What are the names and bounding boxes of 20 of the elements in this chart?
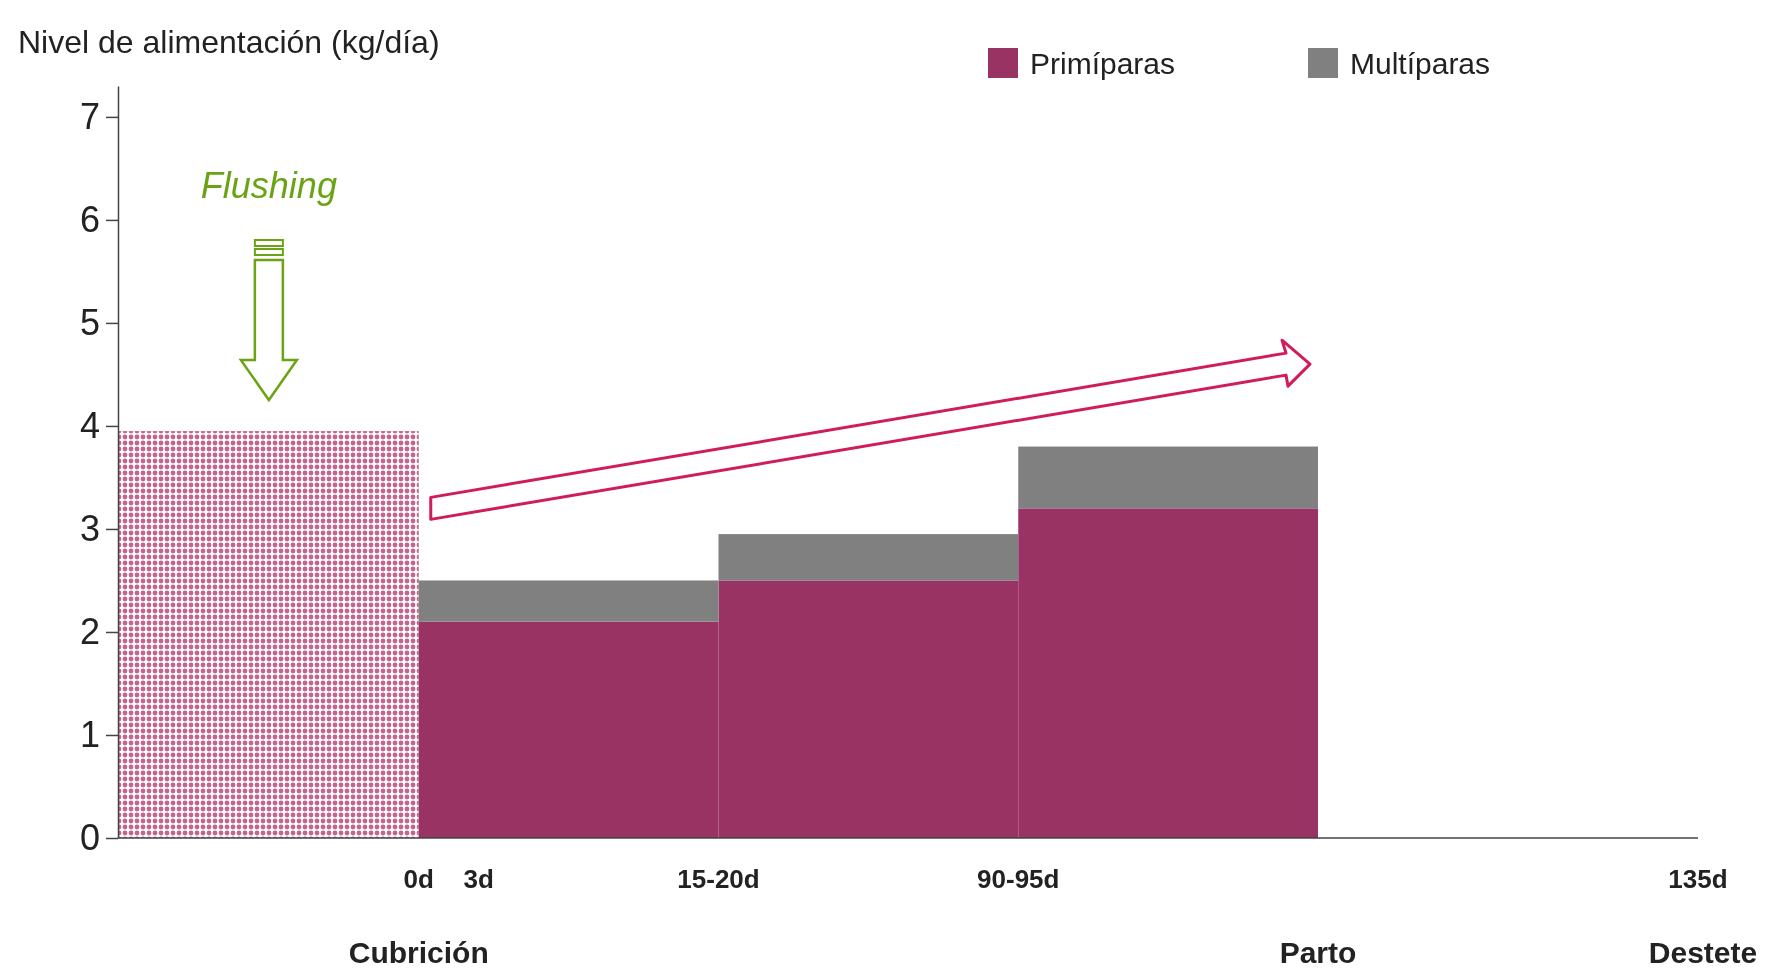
- legend-label: Primíparas: [1030, 46, 1176, 80]
- legend-label: Multíparas: [1350, 46, 1491, 80]
- text: Destete: [1648, 936, 1758, 969]
- y-tick-label: 7: [79, 95, 100, 137]
- y-axis-title: Nivel de alimentación (kg/día): [18, 24, 440, 60]
- y-tick-label: 2: [79, 610, 100, 652]
- y-tick-label: 4: [79, 404, 100, 446]
- x-tick-label: 90-95d: [977, 864, 1060, 894]
- x-tick-label: 0d: [403, 864, 434, 894]
- y-tick-label: 5: [79, 301, 100, 343]
- y-tick-label: 6: [79, 198, 100, 240]
- y-tick-label: 3: [79, 507, 100, 549]
- annotation: Flushing: [200, 165, 337, 206]
- text: Parto: [1279, 936, 1357, 969]
- text: 3d: [463, 864, 494, 894]
- text: 135d: [1668, 864, 1728, 894]
- x-tick-label: 15-20d: [677, 864, 760, 894]
- y-tick-label: 0: [79, 817, 100, 859]
- y-tick-label: 1: [79, 714, 100, 756]
- text: Cubrición: [348, 936, 489, 969]
